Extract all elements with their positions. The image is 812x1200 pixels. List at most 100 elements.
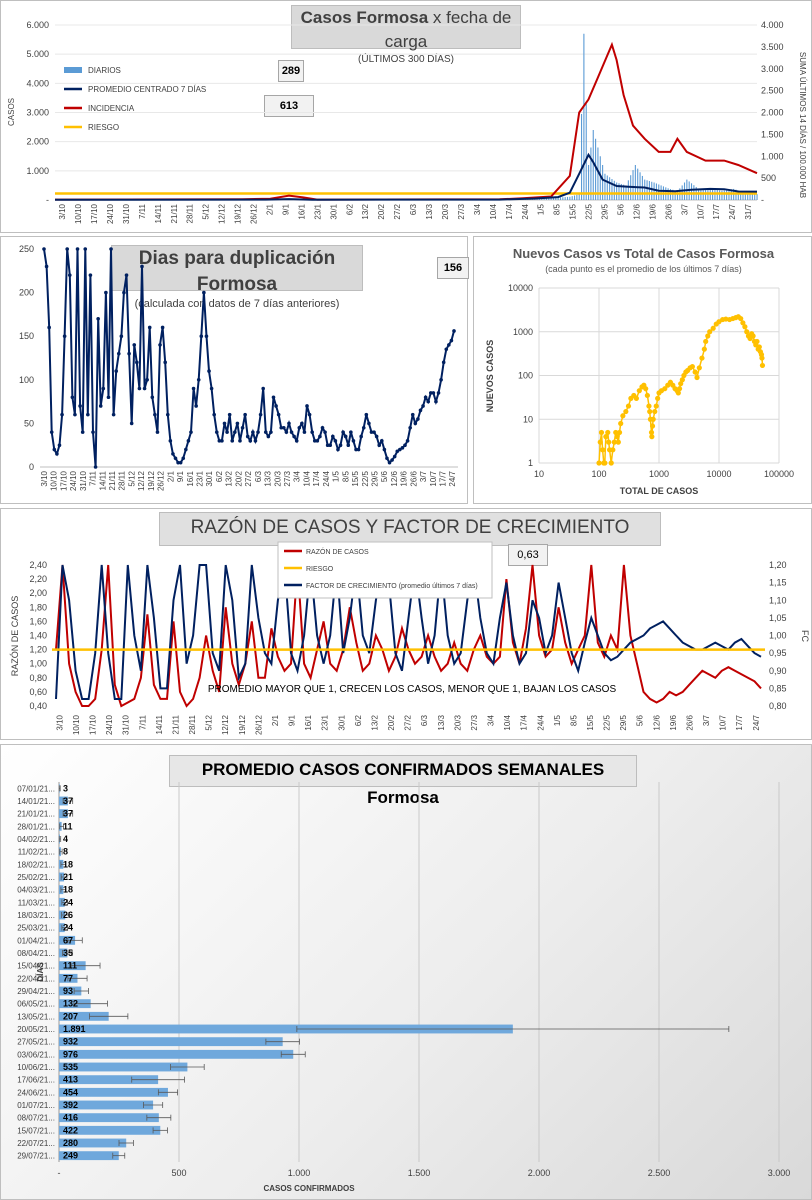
- casos-legend-label: INCIDENCIA: [88, 104, 135, 113]
- duplicacion-point: [263, 430, 268, 434]
- semanal-category-label: 18/02/21...: [17, 860, 55, 869]
- duplicacion-point: [227, 412, 232, 417]
- semanal-data-label: 21: [63, 872, 73, 882]
- duplicacion-point: [135, 360, 139, 365]
- duplicacion-point: [400, 446, 405, 450]
- razon-x-tick: 10/4: [503, 714, 512, 730]
- nuevos-x-tick: 10000: [706, 469, 731, 479]
- duplicacion-point: [289, 430, 294, 434]
- semanal-category-label: 11/02/21...: [18, 848, 55, 857]
- casos-daily-bar: [597, 147, 599, 200]
- duplicacion-x-tick: 24/10: [69, 470, 78, 491]
- nuevos-point: [610, 447, 616, 453]
- semanal-data-label: 932: [63, 1037, 78, 1047]
- semanal-category-label: 10/06/21...: [17, 1063, 55, 1072]
- duplicacion-x-tick: 24/4: [322, 470, 331, 486]
- casos-daily-bar: [690, 183, 693, 200]
- duplicacion-point: [387, 460, 392, 465]
- casos-x-tick: 3/10: [58, 203, 67, 219]
- nuevos-point: [676, 386, 683, 392]
- razon-x-tick: 31/10: [122, 714, 131, 735]
- nuevos-point: [598, 429, 605, 436]
- casos-daily-bar: [545, 198, 547, 200]
- razon-y2-tick: 0,95: [769, 648, 787, 658]
- duplicacion-point: [439, 378, 443, 382]
- duplicacion-point: [359, 434, 363, 439]
- semanal-category-label: 17/06/21...: [17, 1076, 55, 1085]
- razon-x-tick: 17/10: [89, 714, 98, 735]
- duplicacion-point: [434, 399, 438, 404]
- casos-daily-bar: [618, 183, 620, 200]
- casos-daily-bar: [637, 168, 639, 200]
- casos-y-tick: 1.000: [26, 166, 49, 176]
- duplicacion-point: [282, 425, 286, 430]
- duplicacion-point: [78, 404, 82, 408]
- duplicacion-point: [189, 430, 193, 434]
- nuevos-point: [602, 460, 608, 466]
- casos-daily-bar: [616, 182, 618, 200]
- duplicacion-x-tick: 12/12: [137, 470, 146, 491]
- razon-y2-tick: 0,90: [769, 666, 787, 676]
- casos-x-tick: 14/11: [154, 203, 163, 223]
- casos-x-tick: 8/5: [553, 203, 562, 215]
- casos-daily-bar: [723, 190, 725, 200]
- semanal-data-label: 280: [63, 1138, 78, 1148]
- duplicacion-point: [101, 386, 106, 391]
- semanal-data-label: 976: [63, 1049, 78, 1059]
- casos-y-label: CASOS: [7, 98, 16, 126]
- casos-daily-bar: [648, 181, 650, 200]
- casos-legend-label: RIESGO: [88, 123, 119, 132]
- duplicacion-point: [142, 386, 147, 391]
- duplicacion-point: [297, 425, 302, 430]
- casos-daily-bar: [557, 197, 559, 200]
- casos-x-tick: 1/5: [537, 203, 546, 215]
- casos-y2-tick: 2.000: [761, 108, 784, 118]
- semanal-data-label: 413: [63, 1075, 78, 1085]
- duplicacion-point: [93, 465, 98, 469]
- duplicacion-point: [86, 412, 90, 417]
- casos-x-tick: 15/5: [569, 203, 578, 219]
- nuevos-point: [650, 416, 656, 422]
- duplicacion-point: [238, 439, 242, 443]
- duplicacion-point: [73, 412, 77, 417]
- duplicacion-x-tick: 17/4: [312, 470, 321, 486]
- casos-chart-title-box: Casos Formosa x fecha de carga (ÚLTIMOS …: [291, 5, 521, 65]
- duplicacion-point: [382, 447, 387, 452]
- duplicacion-point: [173, 456, 178, 461]
- razon-y2-tick: 0,85: [769, 683, 787, 693]
- duplicacion-x-tick: 8/5: [341, 470, 350, 482]
- duplicacion-x-tick: 19/6: [400, 470, 409, 486]
- nuevos-vs-total-chart: 10110010100010010000100010000010000TOTAL…: [485, 283, 794, 496]
- casos-x-tick: 17/4: [505, 203, 514, 219]
- duplicacion-point: [44, 264, 49, 269]
- casos-x-tick: 9/1: [281, 203, 290, 215]
- duplicacion-point: [349, 430, 353, 434]
- duplicacion-x-tick: 2/1: [166, 470, 175, 482]
- semanal-category-label: 07/01/21...: [17, 784, 55, 793]
- duplicacion-point: [245, 434, 250, 439]
- semanal-category-label: 04/02/21...: [17, 835, 55, 844]
- nuevos-x-tick: 100: [591, 469, 606, 479]
- duplicacion-point: [150, 395, 155, 400]
- casos-daily-bar: [566, 196, 569, 200]
- casos-daily-bar: [604, 173, 606, 200]
- semanal-category-label: 15/04/21...: [17, 962, 55, 971]
- duplicacion-point: [106, 395, 111, 400]
- semanal-bar: [59, 1037, 283, 1047]
- casos-y2-tick: 2.500: [761, 86, 784, 96]
- duplicacion-x-tick: 20/2: [234, 470, 243, 486]
- casos-daily-bar: [573, 195, 576, 200]
- casos-daily-bar: [541, 198, 543, 200]
- casos-x-tick: 17/7: [712, 203, 721, 219]
- semanal-title-box: PROMEDIO CASOS CONFIRMADOS SEMANALES For…: [169, 755, 637, 807]
- semanal-data-label: 132: [63, 999, 78, 1009]
- razon-x-tick: 12/6: [652, 714, 661, 730]
- duplicacion-point: [364, 412, 369, 417]
- duplicacion-point: [158, 343, 162, 347]
- semanal-bar: [59, 1075, 159, 1085]
- semanal-bar: [59, 1151, 119, 1161]
- semanal-category-label: 13/05/21...: [17, 1012, 55, 1021]
- duplicacion-point: [199, 334, 204, 338]
- nuevos-point: [633, 395, 639, 401]
- razon-y2-tick: 1,15: [769, 578, 787, 588]
